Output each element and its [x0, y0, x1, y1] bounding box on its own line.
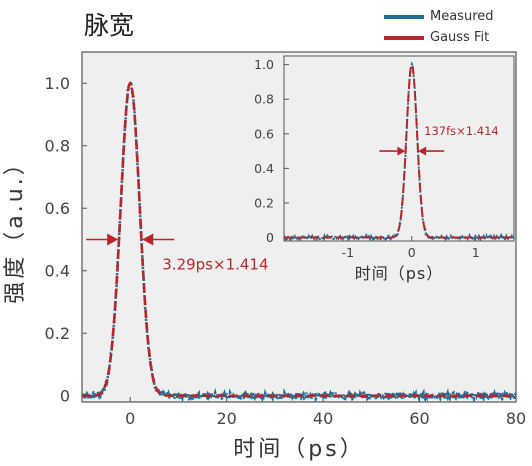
- inset-series-measured: [284, 61, 514, 241]
- legend: Measured Gauss Fit: [384, 6, 494, 48]
- main-x-tick-label: 0: [125, 409, 135, 428]
- inset-x-tick-label: -1: [342, 245, 354, 260]
- inset-y-tick-label: 0.6: [254, 126, 274, 141]
- main-x-axis-label: 时间（ps）: [233, 437, 364, 462]
- inset-arrow-head: [397, 146, 406, 156]
- inset-y-tick-label: 0: [266, 230, 274, 245]
- main-x-tick-label: 60: [409, 409, 429, 428]
- main-y-tick-label: 0.2: [45, 324, 70, 343]
- main-y-axis-label: 强度（a.u.）: [3, 150, 28, 303]
- main-annotation-label: 3.29ps×1.414: [162, 256, 268, 274]
- legend-swatch-fit: [384, 35, 424, 40]
- main-y-tick-label: 1.0: [45, 74, 70, 93]
- main-y-tick-label: 0.4: [45, 262, 70, 281]
- chart-title: 脉宽: [84, 11, 135, 40]
- main-annotation-arrow-right: [142, 233, 175, 246]
- main-y-tick-label: 0: [60, 387, 70, 406]
- main-arrow-head: [107, 233, 119, 246]
- inset-annotation-arrow-left: [379, 146, 406, 156]
- inset-y-tick-label: 1.0: [254, 57, 274, 72]
- legend-label-measured: Measured: [430, 9, 494, 24]
- legend-label-fit: Gauss Fit: [430, 30, 490, 45]
- inset-x-axis-label: 时间（ps）: [355, 264, 444, 283]
- inset-arrow-head: [418, 146, 427, 156]
- legend-entry-measured: Measured: [384, 6, 494, 27]
- inset-x-tick-label: 1: [472, 245, 480, 260]
- legend-swatch-measured: [384, 14, 424, 19]
- main-arrow-head: [142, 233, 154, 246]
- inset-series-fit: [284, 63, 514, 239]
- inset-x-tick-label: 0: [408, 245, 416, 260]
- main-series-fit: [82, 81, 516, 398]
- main-annotation-arrow-left: [86, 233, 119, 246]
- inset-annotation-arrow-right: [418, 146, 445, 156]
- inset-y-tick-label: 0.2: [254, 195, 274, 210]
- main-series-measured: [82, 78, 516, 402]
- main-y-tick-label: 0.8: [45, 137, 70, 156]
- inset-y-tick-label: 0.8: [254, 92, 274, 107]
- main-x-tick-label: 40: [313, 409, 333, 428]
- inset-annotation-label: 137fs×1.414: [424, 124, 499, 138]
- main-x-tick-label: 80: [506, 409, 526, 428]
- main-y-tick-label: 0.6: [45, 199, 70, 218]
- main-x-tick-label: 20: [216, 409, 236, 428]
- legend-entry-fit: Gauss Fit: [384, 27, 494, 48]
- inset-y-tick-label: 0.4: [254, 161, 274, 176]
